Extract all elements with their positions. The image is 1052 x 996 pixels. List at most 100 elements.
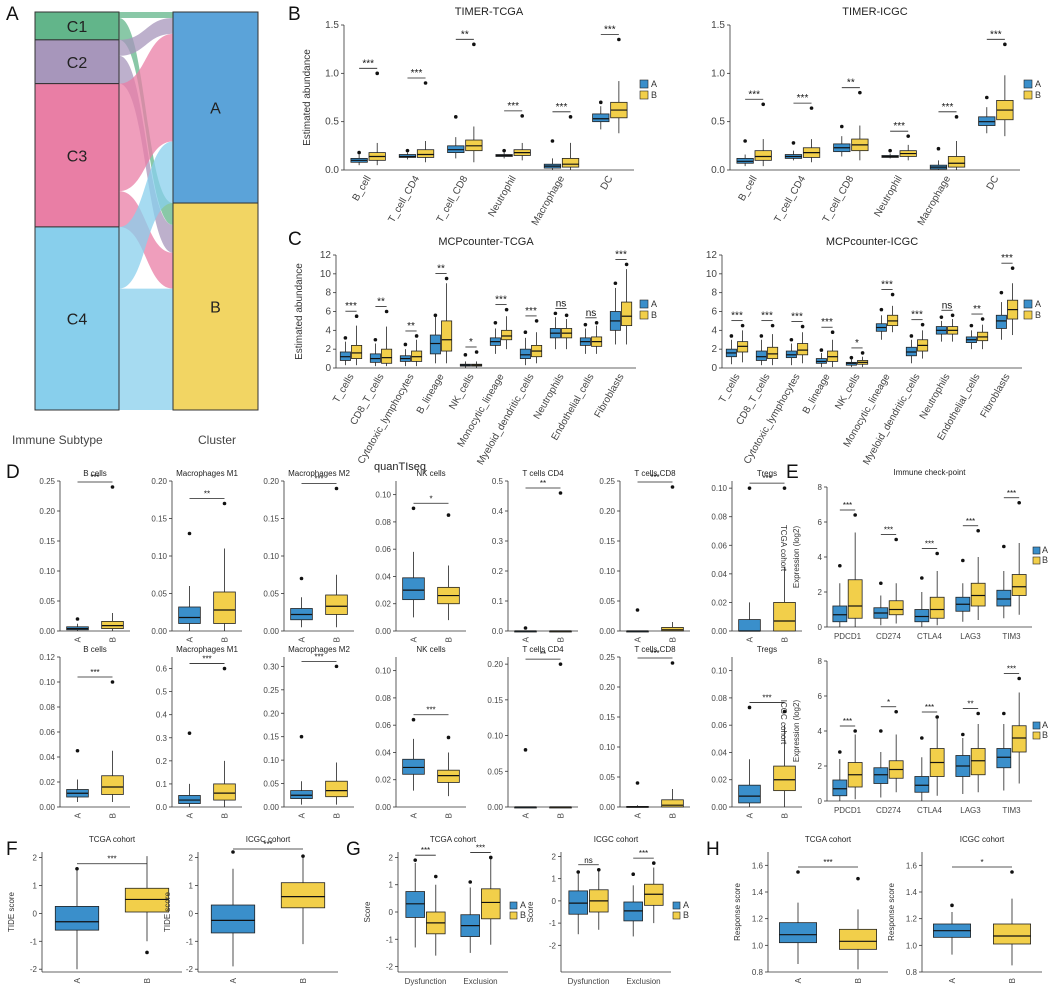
box-a-outlier [984, 95, 989, 100]
y-tick-label: 10 [320, 269, 332, 280]
box-b-outlier [935, 715, 939, 719]
y-tick-label: 0.02 [711, 598, 727, 607]
box-a-outlier [961, 558, 965, 563]
box-b-outlier [890, 292, 895, 297]
y-tick-label: 0.20 [487, 660, 503, 669]
box-b [797, 343, 809, 356]
sankey-node-label: A [210, 101, 221, 118]
x-tick-label: B [669, 813, 678, 818]
y-axis-label: Expression (log2) [792, 700, 801, 763]
box-a [779, 922, 818, 944]
y-axis-label: Score [526, 901, 535, 922]
y-tick-label: 0.05 [39, 597, 55, 606]
box-a-outlier [550, 139, 555, 143]
significance-label: *** [314, 652, 323, 661]
y-tick-label: 0.08 [39, 703, 55, 712]
significance-label: *** [314, 475, 323, 484]
chart-g1: TCGA cohort -2 -1 0 1 2 Score *** Dysfunction ***… [363, 835, 508, 986]
x-tick-label: B [557, 637, 566, 642]
legend-b2: A B [1023, 79, 1041, 100]
sankey-right-caption: Cluster [198, 433, 236, 447]
significance-label: ** [461, 29, 469, 40]
y-tick-label: 1 [389, 881, 394, 890]
y-tick-label: 0.15 [599, 537, 615, 546]
box-a-outlier [936, 146, 941, 151]
box-a [429, 334, 441, 355]
y-tick-label: -1 [549, 919, 557, 928]
x-tick-label: LAG3 [960, 632, 981, 641]
y-tick-label: 0.00 [263, 803, 279, 812]
y-tick-label: 0.00 [599, 803, 615, 812]
x-tick-label: A [948, 977, 957, 983]
box-a [832, 605, 848, 623]
box-a [402, 577, 425, 601]
box-a-outlier [838, 563, 842, 568]
x-tick-label: A [186, 636, 195, 642]
y-tick-label: 0.5 [711, 117, 725, 128]
x-tick-label: A [74, 812, 83, 818]
y-tick-label: 0 [552, 897, 557, 906]
x-tick-label: A [74, 636, 83, 642]
chart-d14: Tregs 0.00 0.02 0.04 0.06 0.08 0.10 A B *** [711, 645, 802, 818]
x-tick-label: B_lineage [415, 372, 447, 416]
significance-label: *** [107, 855, 116, 864]
box-b [561, 157, 580, 168]
chart-d4: NK cells 0.00 0.02 0.04 0.06 0.08 0.10 A B * [375, 469, 466, 642]
legend-label-a: A [520, 900, 526, 910]
y-tick-label: 0.15 [151, 515, 167, 524]
box-b-outlier [935, 551, 939, 556]
y-tick-label: 0.10 [599, 743, 615, 752]
box-b-outlier [488, 855, 493, 860]
box-b-outlier [145, 950, 149, 955]
box-a-outlier [759, 334, 764, 338]
x-tick-label: A [634, 812, 643, 818]
significance-label: *** [881, 280, 893, 291]
box-b-outlier [670, 485, 675, 489]
chart-title: NK cells [416, 645, 445, 654]
box-b [481, 888, 501, 920]
x-tick-label: B [221, 637, 230, 642]
box-b-outlier [1017, 500, 1021, 505]
chart-title: T cells CD4 [522, 645, 564, 654]
box-a-outlier [613, 281, 618, 286]
box-a-outlier [75, 748, 80, 753]
panel-letter-c: C [288, 229, 302, 250]
box-b [381, 348, 393, 364]
y-axis-label: Estimated abundance [294, 263, 305, 360]
y-tick-label: 0.1 [492, 597, 504, 606]
sankey-node-label: C3 [67, 148, 88, 165]
box-a-outlier [583, 322, 588, 327]
x-tick-label: B [781, 813, 790, 818]
box-b-outlier [1010, 266, 1015, 270]
box-a-outlier [879, 729, 883, 733]
significance-label: ** [967, 700, 973, 709]
x-tick-label: B [1008, 978, 1017, 983]
legend-swatch-b [672, 911, 681, 920]
legend-label-a: A [651, 79, 657, 89]
legend-swatch-a [1032, 546, 1041, 555]
chart-title: NK cells [416, 469, 445, 478]
box-a [290, 790, 313, 799]
box-a-outlier [879, 581, 883, 586]
x-tick-label: B [109, 637, 118, 642]
box-b-outlier [520, 114, 525, 118]
y-tick-label: 1.6 [752, 861, 764, 870]
legend-label-a: A [683, 900, 689, 910]
chart-d1: B cells 0.00 0.05 0.10 0.15 0.20 0.25 A B *** [39, 469, 130, 642]
box-a-outlier [839, 124, 844, 129]
chart-b1: TIMER-TCGA 0.0 0.5 1.0 1.5 Estimated abundanc… [302, 6, 634, 228]
y-tick-label: 8 [818, 657, 823, 666]
y-axis-label: Estimated abundance [302, 49, 313, 146]
box-a-outlier [920, 576, 924, 580]
significance-label: *** [762, 474, 771, 483]
legend-b1: A B [639, 79, 657, 100]
y-tick-label: 0.10 [487, 732, 503, 741]
y-tick-label: 0 [818, 623, 823, 632]
x-tick-label: A [522, 812, 531, 818]
sankey-flow [119, 141, 173, 289]
y-tick-label: 12 [706, 250, 718, 261]
y-tick-label: 0.06 [711, 541, 727, 550]
y-tick-label: 0.02 [39, 778, 55, 787]
sankey-node [172, 202, 259, 411]
significance-label: *** [345, 301, 357, 312]
